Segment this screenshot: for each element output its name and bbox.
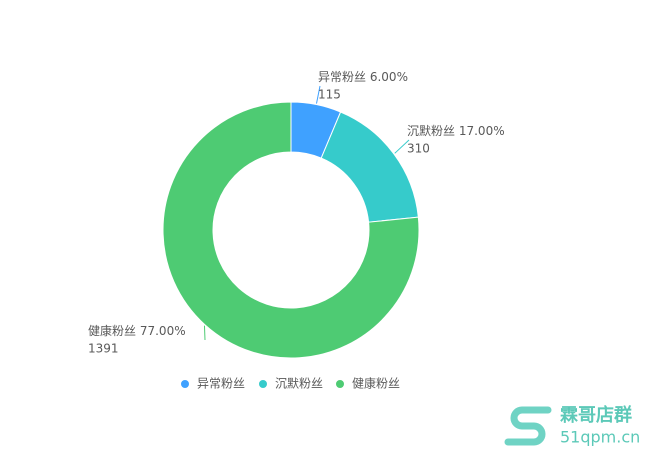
- legend-label: 健康粉丝: [352, 376, 400, 391]
- slice: [320, 111, 419, 223]
- slice-percent: 6.00%: [370, 70, 408, 84]
- legend: 异常粉丝 沉默粉丝 健康粉丝: [181, 376, 400, 391]
- legend-label: 沉默粉丝: [275, 376, 323, 391]
- slice-percent: 77.00%: [140, 324, 186, 338]
- slice-value: 310: [407, 142, 430, 156]
- legend-marker: [259, 380, 267, 388]
- slice: [162, 101, 420, 359]
- legend-marker: [336, 380, 344, 388]
- slice-value: 1391: [88, 342, 119, 356]
- leader-line: [203, 325, 206, 341]
- legend-marker: [181, 380, 189, 388]
- watermark-logo: [504, 406, 552, 446]
- slice-name: 异常粉丝: [318, 70, 366, 84]
- slice-name: 健康粉丝: [88, 323, 136, 338]
- leader-line: [394, 139, 410, 154]
- slice-label: 健康粉丝 77.00%: [88, 323, 186, 338]
- slice-value: 115: [318, 88, 341, 102]
- legend-label: 异常粉丝: [197, 377, 245, 391]
- watermark-name: 霖哥店群: [560, 404, 632, 426]
- slice-name: 沉默粉丝: [407, 123, 455, 138]
- slice-label: 沉默粉丝 17.00%: [407, 123, 505, 138]
- watermark: 霖哥店群 51qpm.cn: [504, 404, 640, 447]
- slice-percent: 17.00%: [459, 124, 505, 138]
- watermark-url: 51qpm.cn: [560, 428, 640, 447]
- leader-line: [316, 85, 321, 104]
- slice-label: 异常粉丝 6.00%: [318, 70, 408, 84]
